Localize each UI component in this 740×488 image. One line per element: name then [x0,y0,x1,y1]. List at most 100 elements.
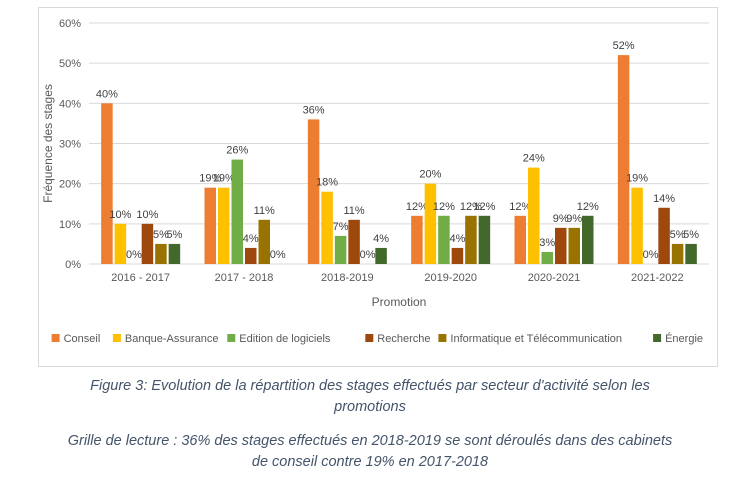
bar [617,55,630,265]
bar [245,247,257,264]
data-label: 12% [406,201,428,213]
data-label: 0% [643,249,659,261]
data-label: 18% [316,177,338,189]
bar [478,215,491,264]
bar [348,219,360,264]
y-tick-label: 30% [59,139,81,151]
data-label: 40% [96,88,118,100]
bar [451,247,464,264]
data-label: 4% [373,233,389,245]
bar [204,187,216,264]
legend-swatch [112,334,121,342]
x-tick-label: 2017 - 2018 [215,272,274,284]
data-label: 12% [509,201,531,213]
x-tick-label: 2016 - 2017 [111,272,170,284]
data-label: 10% [136,209,158,221]
data-label: 14% [653,193,675,205]
legend-label: Recherche [377,333,430,345]
legend-label: Énergie [665,332,703,345]
x-tick-label: 2018-2019 [321,272,374,284]
x-tick-label: 2021-2022 [631,272,684,284]
y-tick-label: 0% [65,259,81,271]
bar [438,215,450,264]
figure-caption: Figure 3: Evolution de la répartition de… [0,376,740,418]
data-label: 19% [213,173,235,185]
data-label: 12% [460,201,482,213]
data-label: 19% [199,173,221,185]
chart-frame: 0% 10% 20% 30% 40% 50% 60% 40% 10% 0% 10% 5% 5% 2016 … [38,7,718,367]
data-label: 24% [523,153,545,165]
data-label: 4% [449,233,465,245]
data-label: 36% [303,104,325,116]
data-label: 0% [360,249,376,261]
bar [568,227,580,264]
legend-label: Conseil [64,333,101,345]
reading-guide-line-2: de conseil contre 19% en 2017-2018 [251,454,489,470]
bar [582,215,594,264]
data-label: 0% [270,249,286,261]
reading-guide-line-1: Grille de lecture : 36% des stages effec… [67,433,673,449]
bar [307,119,320,265]
legend-label: Edition de logiciels [239,333,331,345]
bar [141,223,154,264]
bar [168,243,181,264]
x-tick-label: 2019-2020 [424,272,477,284]
data-label: 7% [333,221,349,233]
bar [465,215,477,264]
bar [424,183,437,264]
legend-swatch [51,334,60,342]
data-label: 11% [254,205,275,217]
y-tick-label: 60% [59,18,81,30]
data-label: 5% [670,229,686,241]
bar [321,191,333,264]
bar [685,243,697,264]
data-label: 5% [166,229,182,241]
bar [375,247,387,264]
reading-guide-caption: Grille de lecture : 36% des stages effec… [0,431,740,473]
bar [631,187,643,264]
bar [411,215,423,264]
data-label: 11% [343,205,364,217]
bar [555,227,567,264]
data-label: 5% [153,229,169,241]
bar [258,219,270,264]
data-label: 19% [626,173,648,185]
figure-caption-line-1: Figure 3: Evolution de la répartition de… [90,378,650,394]
bar [658,207,670,264]
y-tick-label: 20% [59,179,81,191]
data-label: 20% [419,169,441,181]
bar [101,103,113,264]
data-label: 52% [613,40,635,52]
legend-swatch [365,334,374,342]
data-label: 3% [539,237,555,249]
data-label: 10% [109,209,131,221]
bar [231,159,243,264]
y-tick-label: 10% [59,219,81,231]
data-label: 9% [553,213,569,225]
y-axis-title: Fréquence des stages [41,84,55,203]
data-label: 0% [126,249,142,261]
bar [541,251,553,264]
y-tick-label: 50% [59,58,81,70]
data-label: 12% [577,201,599,213]
data-label: 4% [243,233,259,245]
data-label: 9% [566,213,582,225]
data-label: 12% [473,201,495,213]
bar [114,223,127,264]
x-tick-label: 2020-2021 [528,272,581,284]
figure-caption-line-2: promotions [334,399,406,415]
bar [671,243,684,264]
y-tick-label: 40% [59,98,81,110]
data-label: 26% [226,145,248,157]
x-axis-title: Promotion [372,295,427,309]
bar [155,243,167,264]
legend-label: Banque-Assurance [125,333,219,345]
legend-label: Informatique et Télécommunication [450,333,622,345]
bar-chart: 0%10%20%30%40%50%60%40%10%0%10%5%5%2016 … [41,18,709,345]
legend-swatch [438,334,447,342]
bar [514,215,526,264]
bar [218,187,230,264]
data-label: 5% [683,229,699,241]
legend-swatch [653,334,662,342]
legend-swatch [227,334,236,342]
